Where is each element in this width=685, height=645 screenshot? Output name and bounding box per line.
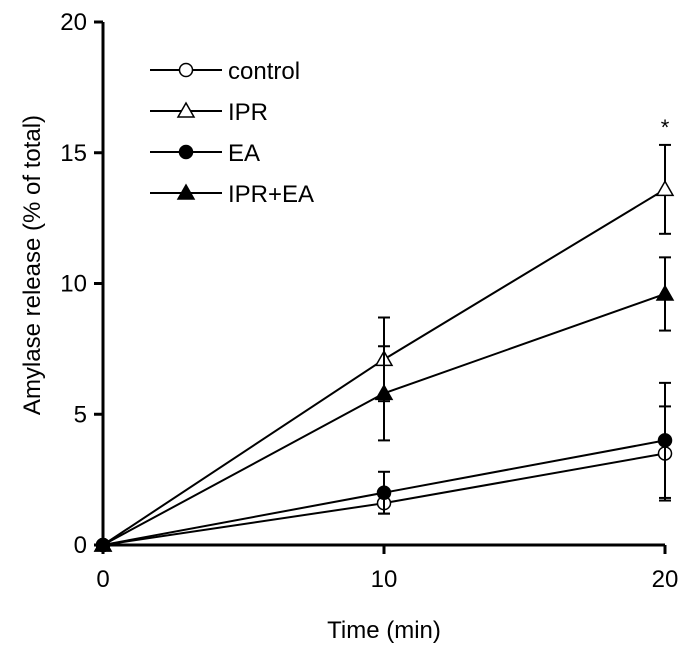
series-ea	[95, 381, 673, 553]
y-tick-label: 5	[74, 401, 87, 428]
x-tick-label: 20	[652, 566, 679, 593]
annotations: *	[661, 115, 670, 140]
significance-marker: *	[661, 115, 670, 140]
data-point	[374, 383, 394, 401]
data-point	[655, 284, 675, 301]
legend-label: control	[228, 58, 300, 85]
legend-item-ipr-ea: IPR+EA	[150, 181, 314, 208]
y-tick-label: 0	[74, 532, 87, 559]
legend-label: IPR	[228, 99, 268, 126]
legend-marker	[178, 62, 194, 78]
data-point	[376, 485, 392, 500]
legend-label: IPR+EA	[228, 181, 314, 208]
x-tick-label: 10	[371, 566, 398, 593]
axes	[101, 22, 665, 547]
data-point	[657, 433, 673, 448]
legend-label: EA	[228, 140, 260, 167]
x-axis-title: Time (min)	[327, 617, 441, 644]
legend-marker	[176, 101, 196, 118]
y-tick-label: 10	[60, 271, 87, 298]
legend-item-ea: EA	[150, 140, 260, 167]
series-ipr-ea	[93, 256, 675, 552]
legend-item-ipr: IPR	[150, 99, 268, 126]
legend: control IPR EA IPR+EA	[150, 58, 314, 208]
y-tick-label: 15	[60, 140, 87, 167]
y-tick-label: 20	[60, 9, 87, 36]
ticks: 0 5 10 15 20 0 10 20	[60, 9, 678, 593]
legend-marker	[176, 183, 196, 200]
series-group	[93, 143, 675, 553]
x-tick-label: 0	[96, 566, 109, 593]
data-point	[93, 535, 113, 552]
legend-marker	[178, 144, 194, 160]
data-point	[655, 179, 675, 197]
y-axis-title: Amylase release (% of total)	[19, 115, 46, 415]
legend-item-control: control	[150, 58, 300, 85]
